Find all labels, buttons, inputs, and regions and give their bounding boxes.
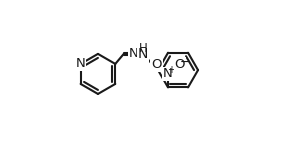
Text: N: N <box>138 47 148 61</box>
Text: H: H <box>139 42 148 55</box>
Text: N: N <box>129 47 139 60</box>
Text: N: N <box>76 57 86 70</box>
Text: O: O <box>174 58 185 71</box>
Text: −: − <box>179 56 190 69</box>
Text: N: N <box>163 67 173 80</box>
Text: O: O <box>151 58 162 71</box>
Text: +: + <box>167 65 175 75</box>
